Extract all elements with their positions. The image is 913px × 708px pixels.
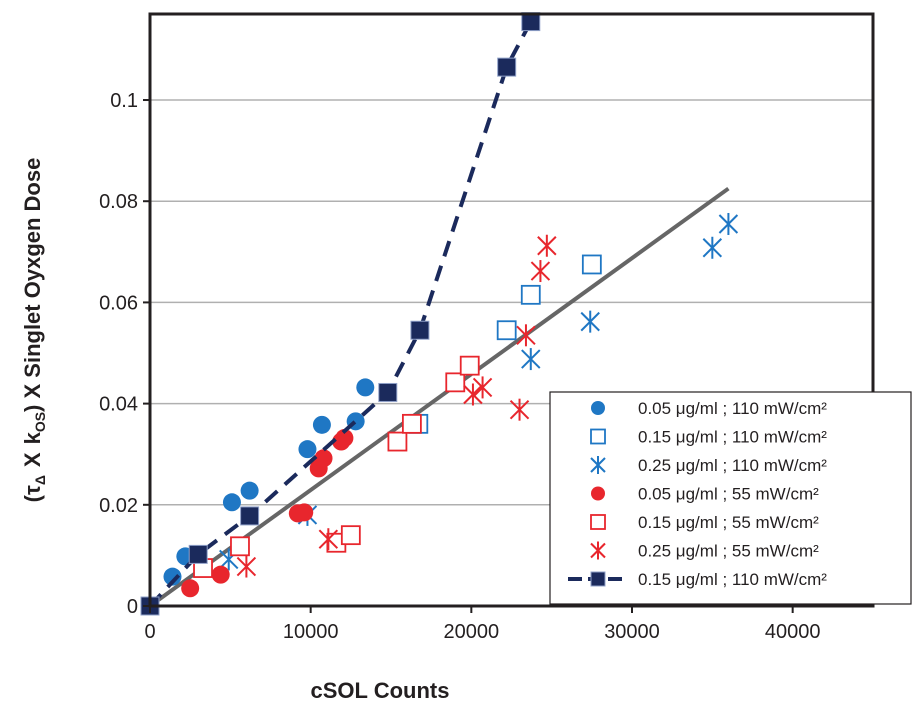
data-point bbox=[240, 481, 259, 500]
data-point bbox=[509, 398, 530, 421]
data-point bbox=[401, 413, 422, 434]
legend-item: 0.15 μg/ml ; 110 mW/cm² bbox=[568, 570, 827, 589]
data-point bbox=[581, 254, 602, 275]
data-point bbox=[318, 528, 339, 551]
data-point bbox=[472, 376, 493, 399]
y-tick-label: 0.02 bbox=[99, 495, 138, 517]
data-point bbox=[312, 415, 331, 434]
data-point bbox=[459, 355, 480, 376]
x-tick-label: 40000 bbox=[765, 621, 821, 643]
y-axis-title-tau: τ bbox=[20, 485, 45, 495]
y-tick-label: 0.08 bbox=[99, 191, 138, 213]
y-tick-label: 0.1 bbox=[110, 90, 138, 112]
data-point bbox=[410, 320, 430, 340]
data-point bbox=[590, 428, 606, 445]
legend: 0.05 μg/ml ; 110 mW/cm² 0.15 μg/ml ; 110 … bbox=[549, 391, 912, 605]
y-axis-title-x: X bbox=[20, 452, 45, 467]
x-tick-label: 10000 bbox=[283, 621, 339, 643]
data-point bbox=[236, 555, 257, 578]
legend-label: 0.15 μg/ml ; 110 mW/cm² bbox=[638, 570, 827, 589]
data-point bbox=[718, 212, 739, 235]
data-point bbox=[295, 503, 314, 522]
data-point bbox=[445, 372, 466, 393]
data-point bbox=[497, 57, 517, 77]
data-point bbox=[340, 525, 361, 546]
legend-item: 0.15 μg/ml ; 110 mW/cm² bbox=[590, 428, 827, 447]
legend-label: 0.15 μg/ml ; 55 mW/cm² bbox=[638, 513, 819, 532]
series-5 bbox=[193, 355, 480, 578]
y-axis-title-tau-sub: Δ bbox=[32, 475, 48, 485]
data-point bbox=[590, 456, 606, 474]
y-axis-title-k: k bbox=[20, 431, 45, 444]
x-tick-label: 0 bbox=[144, 621, 155, 643]
data-point bbox=[211, 565, 230, 584]
legend-box bbox=[549, 391, 912, 605]
data-point bbox=[314, 449, 333, 468]
series-6 bbox=[236, 234, 557, 578]
x-tick-label: 30000 bbox=[604, 621, 660, 643]
data-point bbox=[463, 383, 483, 406]
legend-item: 0.25 μg/ml ; 55 mW/cm² bbox=[590, 541, 819, 561]
x-axis-ticks: 0 10000 20000 30000 40000 bbox=[144, 606, 820, 643]
data-point bbox=[537, 234, 557, 257]
data-point bbox=[590, 571, 606, 587]
data-point bbox=[222, 493, 241, 512]
data-point bbox=[378, 382, 398, 402]
data-point bbox=[298, 440, 317, 459]
data-point bbox=[702, 236, 723, 259]
legend-label: 0.25 μg/ml ; 110 mW/cm² bbox=[638, 456, 827, 475]
data-point bbox=[240, 506, 260, 526]
data-point bbox=[230, 536, 250, 557]
legend-item: 0.25 μg/ml ; 110 mW/cm² bbox=[590, 456, 827, 475]
legend-label: 0.25 μg/ml ; 55 mW/cm² bbox=[638, 542, 819, 561]
series-line bbox=[148, 20, 533, 608]
data-point bbox=[163, 567, 182, 586]
series-group bbox=[140, 12, 739, 616]
x-tick-label: 20000 bbox=[444, 621, 500, 643]
legend-item: 0.05 μg/ml ; 55 mW/cm² bbox=[591, 485, 819, 504]
data-point bbox=[188, 544, 208, 564]
data-point bbox=[590, 541, 606, 560]
legend-item: 0.15 μg/ml ; 55 mW/cm² bbox=[590, 513, 819, 532]
data-point bbox=[521, 348, 541, 371]
data-point bbox=[591, 486, 605, 501]
series-4 bbox=[141, 429, 354, 615]
data-point bbox=[516, 324, 536, 347]
y-axis-title-rest: ) X Singlet Oyxgen Dose bbox=[20, 158, 45, 412]
y-axis-title: (τΔXkOS) X Singlet Oyxgen Dose bbox=[20, 158, 48, 503]
data-point bbox=[580, 310, 600, 333]
legend-label: 0.05 μg/ml ; 110 mW/cm² bbox=[638, 399, 827, 418]
data-point bbox=[530, 260, 551, 283]
data-point bbox=[496, 320, 517, 341]
series-7 bbox=[140, 12, 541, 616]
data-point bbox=[520, 284, 541, 305]
data-point bbox=[181, 579, 200, 598]
y-tick-label: 0.06 bbox=[99, 292, 138, 314]
legend-item: 0.05 μg/ml ; 110 mW/cm² bbox=[591, 399, 827, 418]
y-axis-ticks: 0 0.02 0.04 0.06 0.08 0.1 bbox=[99, 90, 150, 618]
legend-label: 0.05 μg/ml ; 55 mW/cm² bbox=[638, 485, 819, 504]
y-axis-title-open: ( bbox=[20, 494, 45, 502]
data-point bbox=[356, 378, 375, 397]
y-axis-title-k-sub: OS bbox=[32, 412, 48, 432]
data-point bbox=[591, 401, 605, 415]
legend-label: 0.15 μg/ml ; 110 mW/cm² bbox=[638, 428, 827, 447]
data-point bbox=[335, 429, 354, 448]
data-point bbox=[387, 431, 408, 452]
y-tick-label: 0.04 bbox=[99, 394, 138, 416]
data-point bbox=[590, 514, 606, 530]
plot-area-frame bbox=[148, 12, 875, 608]
y-tick-label: 0 bbox=[127, 596, 138, 618]
x-axis-title: cSOL Counts bbox=[311, 678, 450, 703]
